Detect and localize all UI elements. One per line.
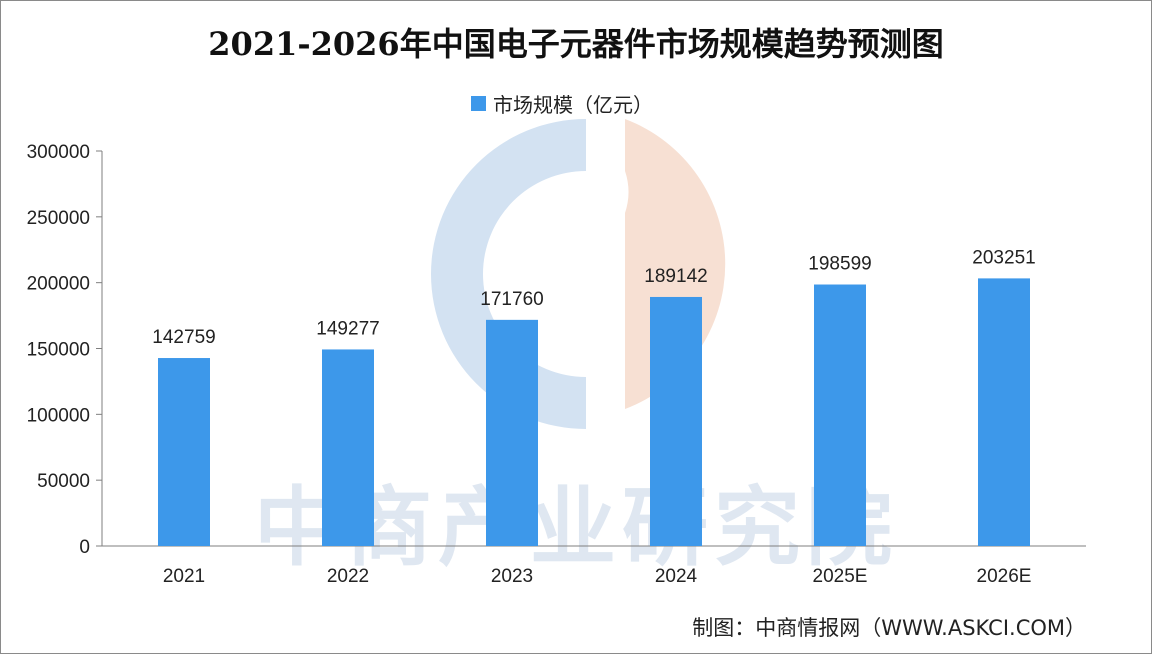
bar-2024 bbox=[650, 296, 702, 546]
source-note: 制图：中商情报网（WWW.ASKCI.COM） bbox=[692, 616, 1086, 640]
chart-title: 2021-2026年中国电子元器件市场规模趋势预测图 bbox=[208, 25, 943, 63]
bar-2022 bbox=[322, 349, 374, 546]
x-tick-label: 2025E bbox=[813, 566, 868, 587]
y-tick-label: 100000 bbox=[27, 405, 90, 426]
bar-2026E bbox=[978, 278, 1030, 546]
data-label: 171760 bbox=[480, 289, 543, 310]
y-tick-label: 50000 bbox=[37, 471, 90, 492]
legend-swatch bbox=[471, 96, 486, 111]
watermark-logo-blue-arc bbox=[431, 119, 586, 429]
bar-2025E bbox=[814, 284, 866, 546]
y-tick-label: 300000 bbox=[27, 142, 90, 163]
y-tick-label: 0 bbox=[79, 537, 90, 558]
x-axis-labels: 2021 2022 2023 2024 2025E 2026E bbox=[163, 566, 1032, 587]
x-tick-label: 2021 bbox=[163, 566, 205, 587]
data-label: 203251 bbox=[972, 247, 1035, 268]
data-label: 189142 bbox=[644, 266, 707, 287]
data-labels: 142759 149277 171760 189142 198599 203251 bbox=[152, 247, 1035, 348]
x-tick-label: 2024 bbox=[655, 566, 698, 587]
y-tick-label: 200000 bbox=[27, 274, 90, 295]
y-axis-ticks: 0 50000 100000 150000 200000 250000 300000 bbox=[27, 142, 102, 558]
x-tick-label: 2022 bbox=[327, 566, 369, 587]
data-label: 198599 bbox=[808, 254, 871, 275]
bar-series bbox=[158, 278, 1030, 546]
data-label: 149277 bbox=[316, 318, 379, 339]
legend: 市场规模（亿元） bbox=[471, 93, 653, 117]
data-label: 142759 bbox=[152, 327, 215, 348]
x-tick-label: 2026E bbox=[977, 566, 1032, 587]
y-tick-label: 150000 bbox=[27, 340, 90, 361]
bar-2021 bbox=[158, 358, 210, 546]
y-tick-label: 250000 bbox=[27, 208, 90, 229]
bar-2023 bbox=[486, 319, 538, 546]
x-tick-label: 2023 bbox=[491, 566, 533, 587]
legend-label: 市场规模（亿元） bbox=[493, 93, 653, 117]
